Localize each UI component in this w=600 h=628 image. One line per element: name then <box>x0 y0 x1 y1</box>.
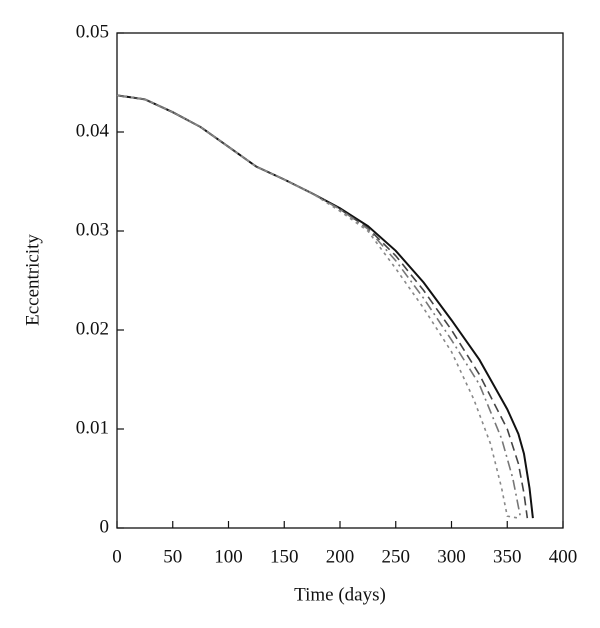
x-axis-label: Time (days) <box>294 584 386 605</box>
y-tick-label: 0.01 <box>76 417 109 438</box>
x-tick-label: 250 <box>382 546 411 567</box>
y-tick-label: 0.03 <box>76 219 109 240</box>
y-tick-label: 0 <box>100 516 110 537</box>
x-tick-label: 300 <box>437 546 466 567</box>
series-line <box>116 94 522 519</box>
series-line <box>116 94 519 519</box>
x-tick-label: 200 <box>326 546 355 567</box>
series-line <box>116 94 529 519</box>
x-tick-label: 50 <box>163 546 182 567</box>
x-tick-label: 150 <box>270 546 299 567</box>
y-tick-label: 0.05 <box>76 21 109 42</box>
x-tick-label: 100 <box>214 546 243 567</box>
y-axis-label: Eccentricity <box>22 234 43 326</box>
x-tick-label: 400 <box>549 546 578 567</box>
y-tick-label: 0.02 <box>76 318 109 339</box>
x-tick-label: 350 <box>493 546 522 567</box>
x-tick-label: 0 <box>112 546 122 567</box>
y-tick-label: 0.04 <box>76 120 110 141</box>
series-line <box>116 94 534 519</box>
plot-frame <box>116 32 564 529</box>
